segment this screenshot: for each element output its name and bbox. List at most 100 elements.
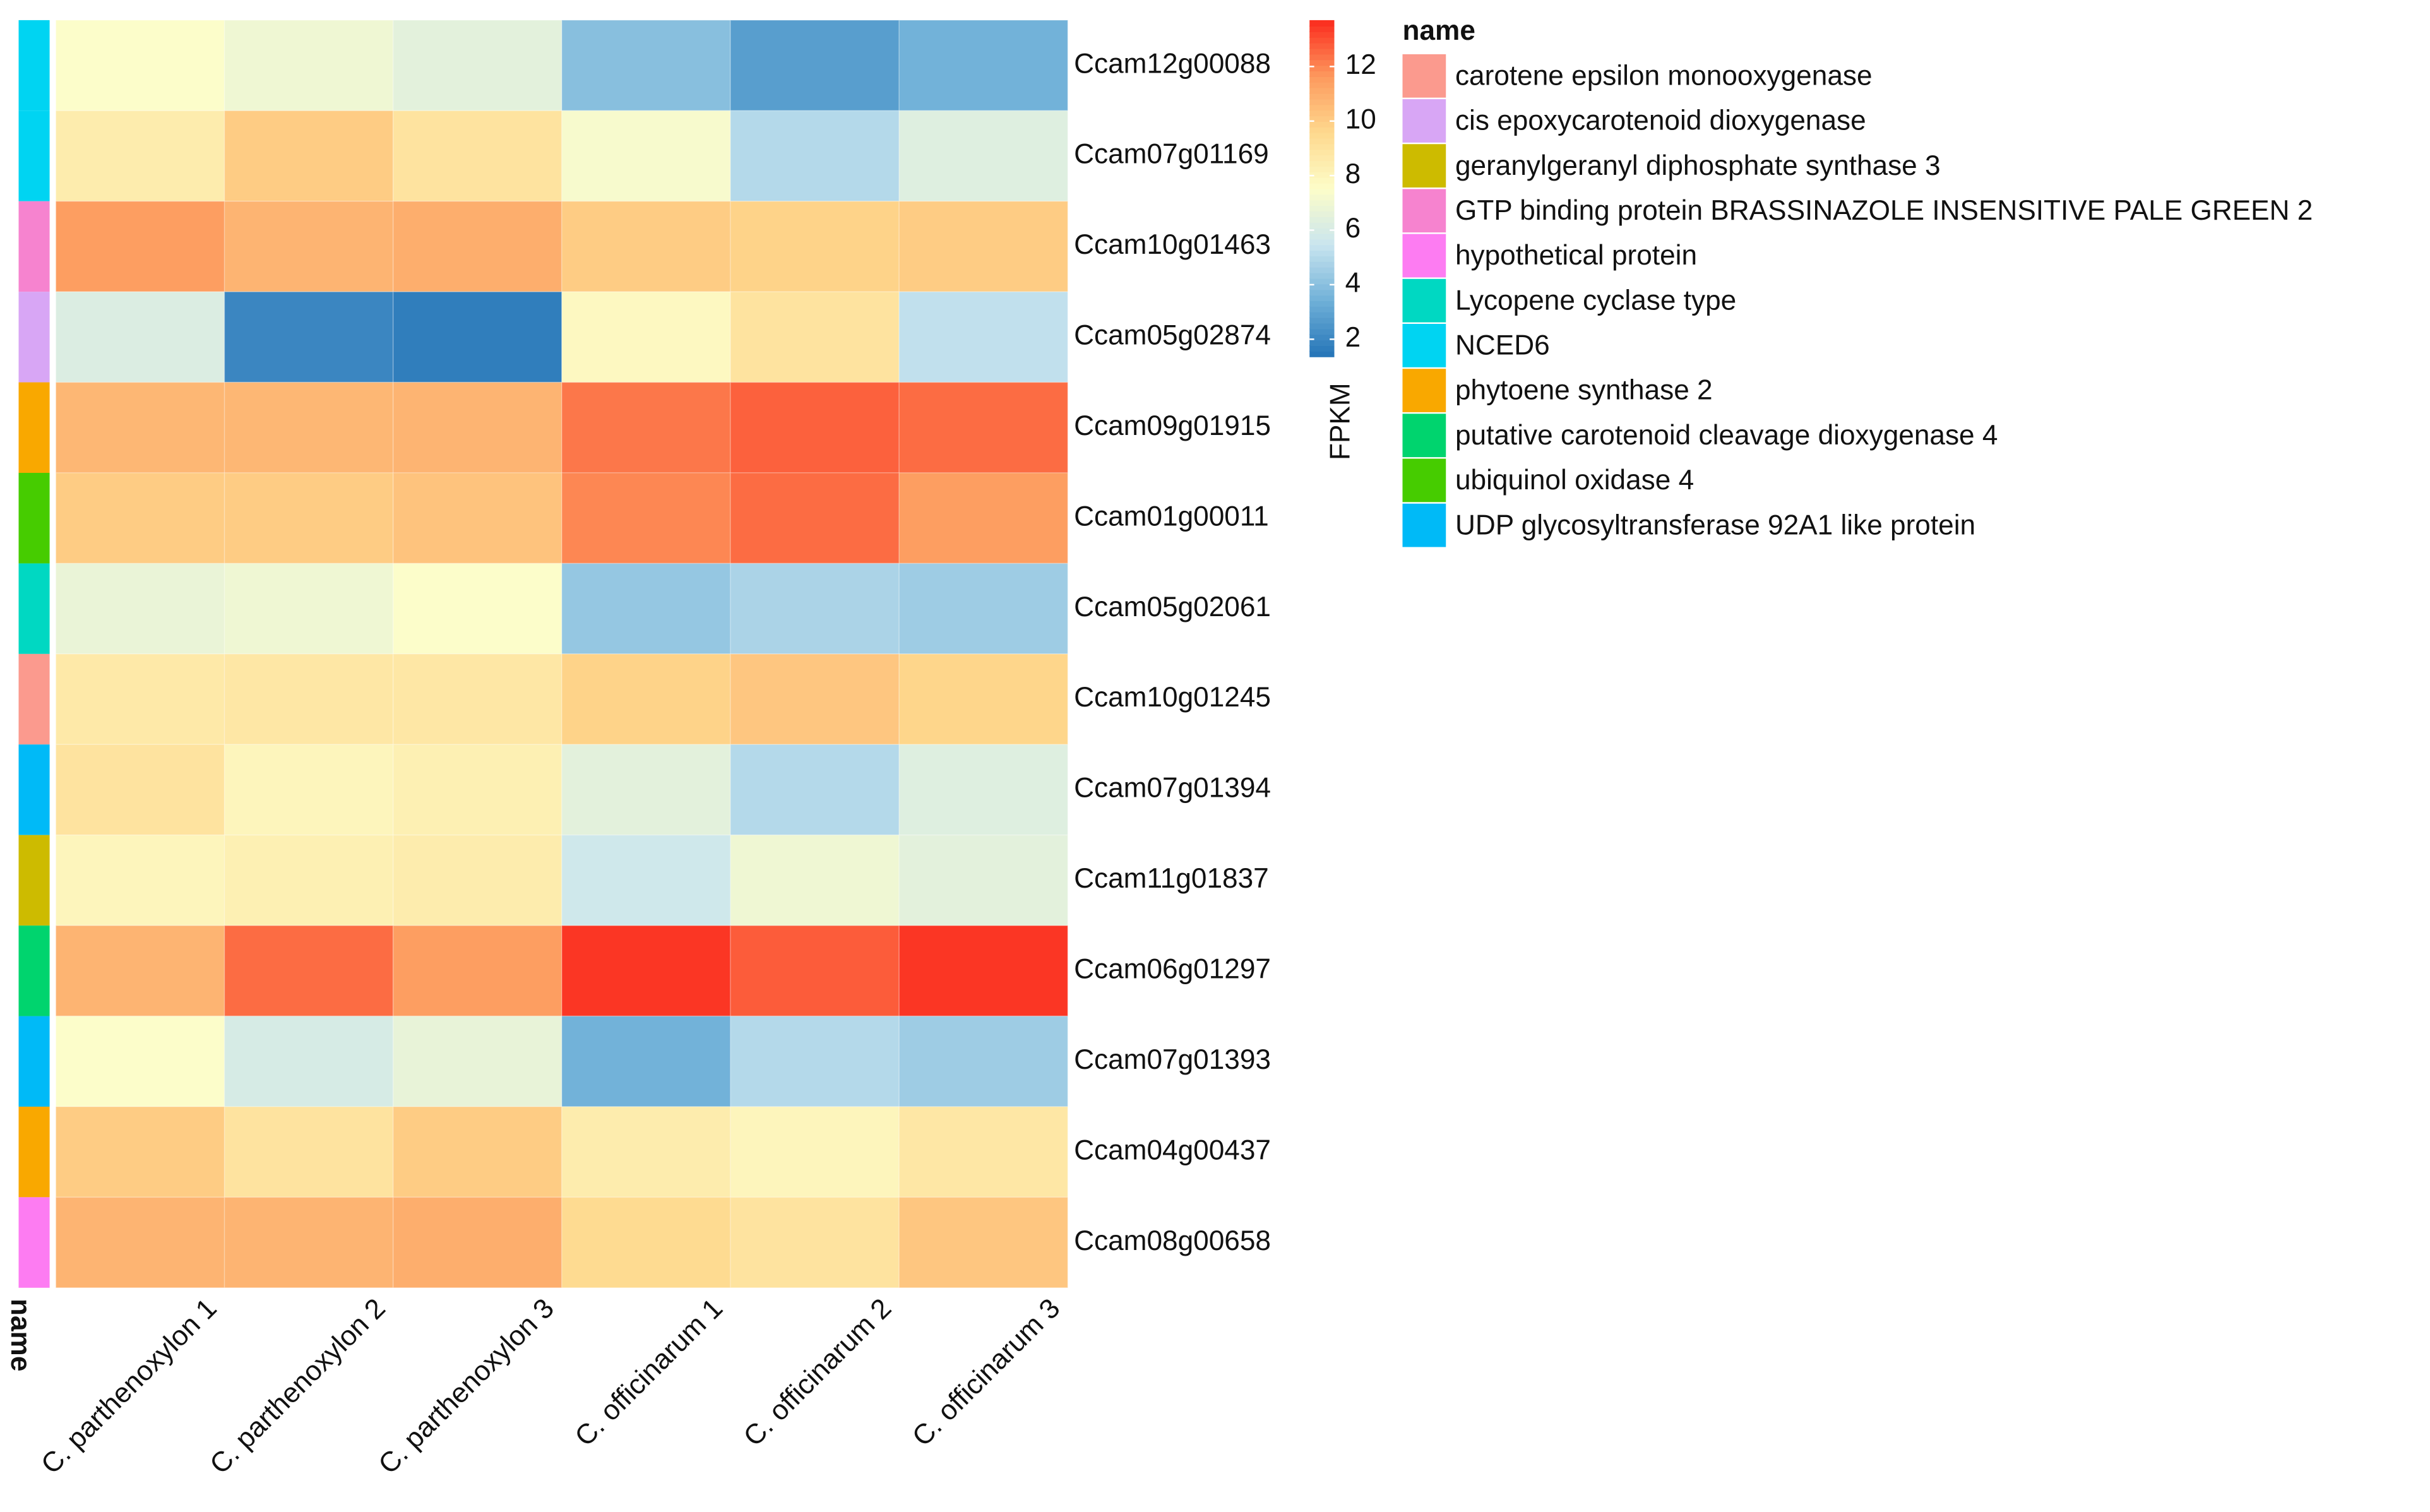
colorbar-segment	[1309, 278, 1335, 285]
heatmap-cell	[55, 1196, 225, 1289]
colorbar-segment	[1309, 210, 1335, 217]
colorbar-segment	[1309, 261, 1335, 268]
heatmap-cell	[898, 653, 1069, 746]
heatmap-cell	[223, 201, 394, 292]
heatmap-cell	[223, 381, 394, 473]
heatmap-cell	[898, 1106, 1069, 1198]
row-label: Ccam07g01394	[1074, 773, 1271, 804]
heatmap-cell	[561, 1015, 731, 1107]
colorbar-segment	[1309, 70, 1335, 77]
heatmap-cell	[898, 20, 1069, 112]
row-label: Ccam09g01915	[1074, 410, 1271, 441]
column-label: C. parthenoxylon 3	[372, 1292, 560, 1480]
heatmap-cell	[392, 381, 563, 473]
colorbar-segment	[1309, 345, 1335, 352]
heatmap-cell	[898, 563, 1069, 655]
heatmap-cell	[730, 744, 900, 836]
colorbar-segment	[1309, 328, 1335, 335]
legend-label: GTP binding protein BRASSINAZOLE INSENSI…	[1455, 195, 2313, 226]
column-label: C. officinarum 2	[737, 1292, 897, 1452]
row-label: Ccam12g00088	[1074, 48, 1271, 79]
colorbar-segment	[1309, 350, 1335, 357]
heatmap-cell	[730, 291, 900, 383]
colorbar-segment	[1309, 48, 1335, 55]
legend-swatch	[1402, 369, 1446, 412]
heatmap-cell	[561, 1196, 731, 1289]
legend-label: geranylgeranyl diphosphate synthase 3	[1455, 150, 1941, 181]
heatmap-cell	[223, 744, 394, 836]
column-label: C. parthenoxylon 2	[204, 1292, 391, 1480]
heatmap-cell	[55, 472, 225, 564]
heatmap-cell	[561, 201, 731, 292]
colorbar-segment	[1309, 98, 1335, 105]
heatmap-cell	[561, 925, 731, 1017]
legend-swatch	[1402, 144, 1446, 188]
colorbar-segment	[1309, 165, 1335, 172]
heatmap-cell	[392, 1196, 563, 1289]
colorbar-segment	[1309, 266, 1335, 273]
legend-label: putative carotenoid cleavage dioxygenase…	[1455, 420, 1998, 451]
row-label: Ccam07g01169	[1074, 139, 1269, 170]
colorbar-segment	[1309, 42, 1335, 49]
heatmap-cell	[898, 834, 1069, 926]
legend-swatch	[1402, 54, 1446, 98]
heatmap-cell	[898, 381, 1069, 473]
colorbar-segment	[1309, 109, 1335, 117]
colorbar-segment	[1309, 188, 1335, 195]
heatmap-cell	[392, 1106, 563, 1198]
colorbar-segment	[1309, 233, 1335, 240]
heatmap-cell	[730, 381, 900, 473]
colorbar-segment	[1309, 126, 1335, 133]
colorbar-segment	[1309, 115, 1335, 122]
heatmap-cell	[55, 744, 225, 836]
row-label: Ccam10g01463	[1074, 229, 1271, 260]
colorbar-segment	[1309, 317, 1335, 324]
row-label: Ccam07g01393	[1074, 1044, 1271, 1075]
heatmap-cell	[561, 381, 731, 473]
legend-label: ubiquinol oxidase 4	[1455, 465, 1694, 496]
heatmap-cell	[55, 381, 225, 473]
legend-swatch	[1402, 189, 1446, 233]
heatmap-cell	[223, 1015, 394, 1107]
colorbar-segment	[1309, 306, 1335, 313]
row-annotation	[18, 20, 50, 111]
colorbar-segment	[1309, 249, 1335, 256]
heatmap-cell	[898, 201, 1069, 292]
row-annotation	[18, 382, 50, 473]
colorbar-tick-label: 6	[1345, 213, 1361, 244]
heatmap-cell	[392, 1015, 563, 1107]
heatmap-cell	[223, 653, 394, 746]
legend-label: hypothetical protein	[1455, 240, 1697, 271]
heatmap-cell	[223, 1196, 394, 1289]
colorbar-segment	[1309, 104, 1335, 111]
colorbar-segment	[1309, 300, 1335, 307]
colorbar-segment	[1309, 227, 1335, 234]
colorbar-tick-label: 4	[1345, 268, 1361, 299]
heatmap-cell	[561, 291, 731, 383]
colorbar-segment	[1309, 199, 1335, 206]
row-label: Ccam08g00658	[1074, 1225, 1271, 1256]
colorbar-segment	[1309, 171, 1335, 178]
heatmap-cell	[898, 472, 1069, 564]
legend-swatch	[1402, 458, 1446, 503]
heatmap-cell	[392, 563, 563, 655]
legend-label: UDP glycosyltransferase 92A1 like protei…	[1455, 509, 1975, 540]
colorbar-segment	[1309, 205, 1335, 211]
legend-label: Lycopene cyclase type	[1455, 285, 1736, 316]
heatmap-cell	[392, 744, 563, 836]
colorbar-segment	[1309, 177, 1335, 184]
colorbar-segment	[1309, 289, 1335, 296]
colorbar-segment	[1309, 182, 1335, 189]
colorbar-segment	[1309, 93, 1335, 100]
heatmap-cell	[392, 20, 563, 112]
colorbar-segment	[1309, 64, 1335, 72]
heatmap-cell	[730, 1015, 900, 1107]
colorbar-tick-label: 10	[1345, 104, 1376, 134]
heatmap-cell	[730, 110, 900, 202]
colorbar-tick-label: 12	[1345, 49, 1376, 80]
colorbar-segment	[1309, 339, 1335, 347]
row-label: Ccam01g00011	[1074, 501, 1269, 532]
legend-swatch	[1402, 503, 1446, 547]
heatmap-cell	[223, 563, 394, 655]
